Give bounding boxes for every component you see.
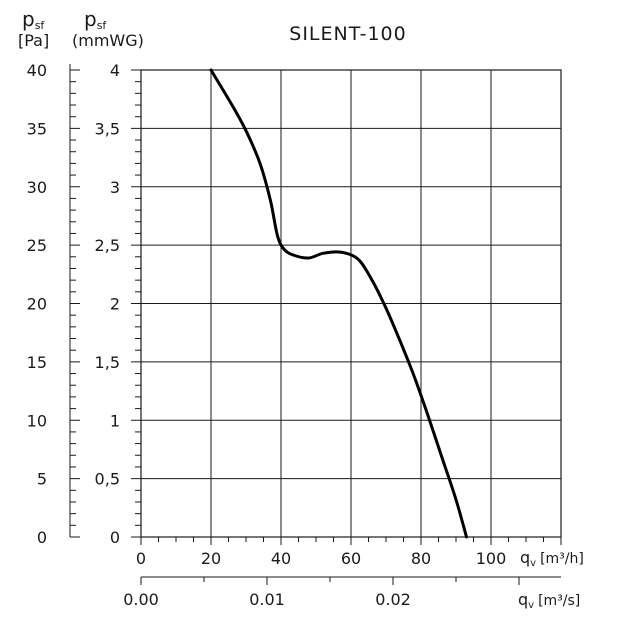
y-inner-tick-label: 1 — [110, 411, 120, 430]
y-outer-tick-label: 30 — [27, 178, 47, 197]
x-secondary-axis-unit: [m³/s] — [538, 593, 580, 609]
y-inner-tick-label: 0 — [110, 528, 120, 547]
y-inner-tick-label: 4 — [110, 61, 120, 80]
y-inner-tick-label: 0,5 — [95, 470, 120, 489]
y-outer-tick-label: 35 — [27, 119, 47, 138]
x-secondary-tick-label: 0.00 — [123, 590, 159, 609]
y-outer-axis-title: psf — [22, 7, 45, 32]
y-inner-axis-symbol: p — [84, 7, 97, 31]
x-primary-axis-unit: [m³/h] — [540, 551, 584, 567]
x-secondary-tick-label: 0.01 — [249, 590, 285, 609]
y-outer-tick-label: 5 — [37, 470, 47, 489]
y-inner-tick-label: 2,5 — [95, 236, 120, 255]
y-inner-tick-label: 3 — [110, 178, 120, 197]
chart-title: SILENT-100 — [289, 23, 406, 45]
y-inner-tick-label: 2 — [110, 295, 120, 314]
y-inner-axis-unit: (mmWG) — [72, 31, 144, 50]
performance-curve — [209, 68, 468, 539]
x-primary-tick-label: 0 — [136, 549, 146, 568]
y-outer-tick-label: 20 — [27, 295, 47, 314]
x-primary-tick-label: 100 — [476, 549, 507, 568]
y-inner-tick-label: 1,5 — [95, 353, 120, 372]
y-outer-tick-label: 25 — [27, 236, 47, 255]
x-primary-axis-subscript: v — [530, 558, 536, 569]
y-outer-tick-label: 40 — [27, 61, 47, 80]
x-secondary-tick-label: 0.02 — [375, 590, 411, 609]
x-secondary-axis-subscript: v — [528, 600, 534, 611]
x-primary-axis-title: qv [m³/h] — [520, 548, 584, 569]
x-primary-tick-label: 40 — [271, 549, 291, 568]
x-primary-tick-label: 80 — [411, 549, 431, 568]
x-primary-axis-symbol: q — [520, 548, 530, 567]
grid — [141, 70, 561, 537]
y-inner-axis-subscript: sf — [97, 19, 108, 32]
y-outer-tick-label: 10 — [27, 411, 47, 430]
x-secondary-axis-symbol: q — [518, 590, 528, 609]
x-primary-tick-label: 20 — [201, 549, 221, 568]
y-outer-tick-label: 15 — [27, 353, 47, 372]
y-outer-tick-label: 0 — [37, 528, 47, 547]
y-inner-tick-label: 3,5 — [95, 119, 120, 138]
y-outer-axis-unit: [Pa] — [18, 31, 49, 50]
y-outer-axis-symbol: p — [22, 7, 35, 31]
y-outer-axis-subscript: sf — [35, 19, 46, 32]
x-primary-tick-label: 60 — [341, 549, 361, 568]
y-inner-axis-title: psf — [84, 7, 107, 32]
axes — [69, 64, 562, 585]
x-secondary-axis-title: qv [m³/s] — [518, 590, 580, 611]
